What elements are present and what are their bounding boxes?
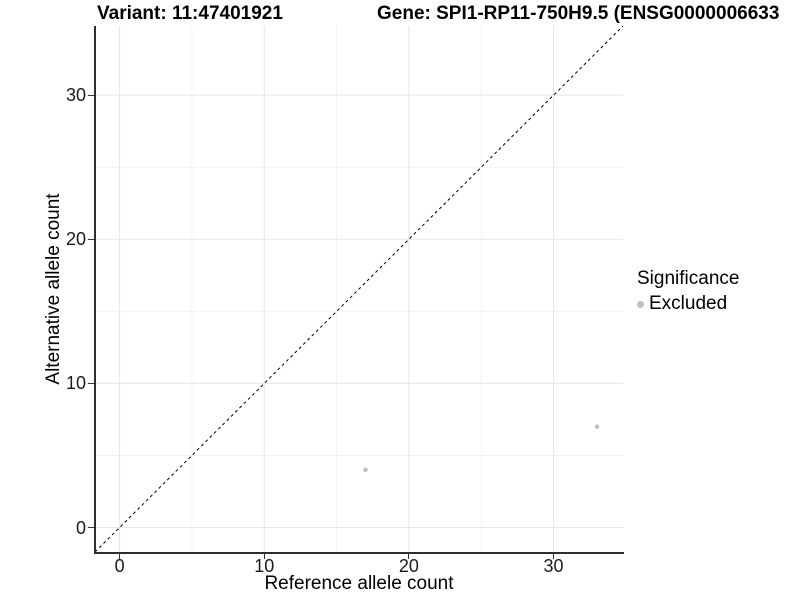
- variant-title: Variant: 11:47401921: [97, 3, 283, 24]
- y-tick-mark: [88, 238, 94, 240]
- gene-title: Gene: SPI1-RP11-750H9.5 (ENSG0000006633: [377, 3, 780, 24]
- x-axis-line: [94, 552, 624, 554]
- y-tick-mark: [88, 94, 94, 96]
- legend: Significance Excluded: [637, 268, 739, 315]
- plot-panel: [95, 26, 623, 552]
- y-tick-label: 20: [65, 229, 86, 250]
- y-axis-label: Alternative allele count: [43, 193, 64, 385]
- x-tick-label: 10: [254, 556, 275, 576]
- x-tick-label: 20: [398, 556, 419, 576]
- x-tick-label: 0: [114, 556, 125, 576]
- x-tick-label: 30: [543, 556, 564, 576]
- y-axis-line: [94, 26, 96, 553]
- y-tick-mark: [88, 382, 94, 384]
- y-tick-label: 0: [75, 517, 86, 538]
- legend-item-excluded: Excluded: [637, 293, 739, 315]
- data-point: [594, 424, 600, 429]
- identity-reference-line: [95, 26, 623, 552]
- data-point: [363, 467, 368, 473]
- x-tick-mark: [119, 553, 121, 559]
- x-tick-mark: [263, 553, 265, 559]
- legend-point-icon: [637, 300, 644, 308]
- x-tick-mark: [553, 553, 555, 559]
- x-tick-mark: [408, 553, 410, 559]
- legend-title: Significance: [637, 268, 740, 289]
- y-tick-mark: [88, 527, 94, 528]
- y-tick-label: 10: [65, 373, 86, 394]
- legend-item-label: Excluded: [649, 293, 728, 314]
- y-tick-label: 30: [65, 85, 86, 106]
- x-axis-label: Reference allele count: [264, 573, 454, 594]
